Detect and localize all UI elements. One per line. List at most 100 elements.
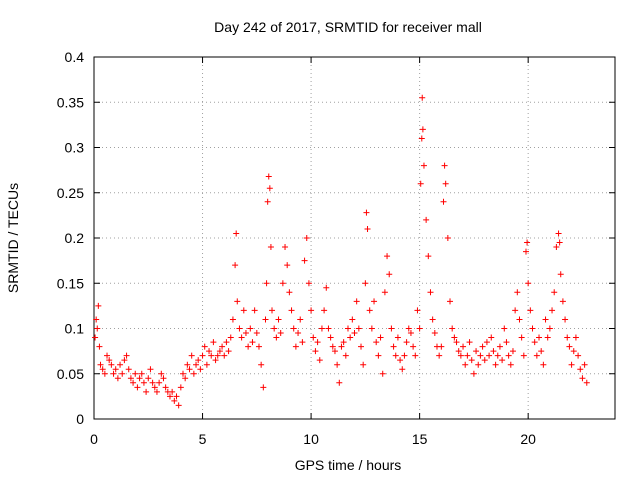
data-point: [499, 357, 506, 364]
y-tick-label: 0.15: [57, 275, 84, 291]
data-point: [245, 343, 252, 350]
data-point: [160, 375, 167, 382]
data-point: [340, 339, 347, 346]
data-point: [255, 343, 262, 350]
data-point: [536, 334, 543, 341]
data-point: [247, 325, 254, 332]
y-tick-label: 0.3: [65, 140, 85, 156]
grid-layer: [94, 57, 615, 419]
data-point: [360, 361, 367, 368]
data-point: [119, 370, 126, 377]
data-point: [97, 361, 104, 368]
data-point: [279, 280, 286, 287]
data-point: [441, 162, 448, 169]
data-point: [414, 307, 421, 314]
y-tick-label: 0: [76, 411, 84, 427]
data-point: [325, 325, 332, 332]
data-point: [464, 352, 471, 359]
data-point: [449, 325, 456, 332]
data-point: [314, 339, 321, 346]
data-point: [147, 366, 154, 373]
data-point: [575, 352, 582, 359]
data-point: [583, 379, 590, 386]
data-point: [121, 357, 128, 364]
data-point: [347, 334, 354, 341]
data-point: [564, 334, 571, 341]
data-point: [127, 375, 134, 382]
data-point: [579, 375, 586, 382]
data-point: [197, 366, 204, 373]
data-point: [494, 352, 501, 359]
data-point: [299, 339, 306, 346]
data-point: [394, 334, 401, 341]
data-point: [368, 325, 375, 332]
data-point: [423, 216, 430, 223]
x-axis-label: GPS time / hours: [295, 457, 402, 473]
data-point: [188, 352, 195, 359]
data-point: [507, 361, 514, 368]
data-point: [479, 343, 486, 350]
data-point: [110, 370, 117, 377]
data-point: [538, 348, 545, 355]
data-point: [94, 325, 101, 332]
data-point: [572, 334, 579, 341]
data-point: [290, 325, 297, 332]
data-point: [334, 361, 341, 368]
data-point: [101, 370, 108, 377]
data-point: [390, 343, 397, 350]
data-point: [253, 330, 260, 337]
y-tick-label: 0.25: [57, 185, 84, 201]
data-point: [153, 388, 160, 395]
data-point: [114, 375, 121, 382]
data-point: [551, 289, 558, 296]
data-point: [364, 225, 371, 232]
data-point: [162, 384, 169, 391]
data-point: [232, 262, 239, 269]
data-point: [581, 361, 588, 368]
data-point: [412, 352, 419, 359]
data-point: [540, 361, 547, 368]
data-point: [310, 334, 317, 341]
data-point: [531, 339, 538, 346]
data-point: [470, 370, 477, 377]
data-point: [475, 361, 482, 368]
data-point: [373, 339, 380, 346]
data-point: [145, 375, 152, 382]
data-point: [297, 316, 304, 323]
data-point: [149, 379, 156, 386]
data-point: [242, 330, 249, 337]
y-axis-label: SRMTID / TECUs: [5, 183, 21, 293]
data-point: [377, 334, 384, 341]
data-point: [371, 298, 378, 305]
data-point: [240, 307, 247, 314]
data-point: [503, 339, 510, 346]
data-point: [108, 361, 115, 368]
data-point: [263, 280, 270, 287]
data-point: [431, 330, 438, 337]
data-point: [401, 352, 408, 359]
data-point: [483, 339, 490, 346]
data-point: [344, 325, 351, 332]
data-point: [269, 307, 276, 314]
data-point: [392, 352, 399, 359]
data-point: [251, 307, 258, 314]
data-point: [549, 307, 556, 314]
data-point: [284, 262, 291, 269]
data-point: [496, 343, 503, 350]
data-point: [227, 334, 234, 341]
data-point: [318, 325, 325, 332]
data-point: [117, 361, 124, 368]
data-point: [555, 230, 562, 237]
data-point: [488, 334, 495, 341]
data-point: [556, 239, 563, 246]
data-point: [568, 361, 575, 368]
data-point: [143, 388, 150, 395]
chart-title: Day 242 of 2017, SRMTID for receiver mal…: [214, 19, 482, 35]
data-point: [436, 352, 443, 359]
data-point: [301, 257, 308, 264]
data-point: [524, 239, 531, 246]
data-point: [327, 334, 334, 341]
data-point: [134, 384, 141, 391]
data-point: [321, 307, 328, 314]
data-point: [262, 316, 269, 323]
